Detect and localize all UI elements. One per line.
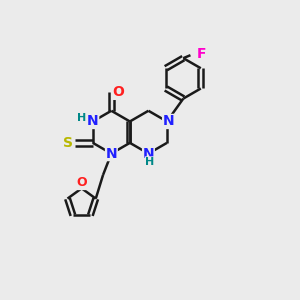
Text: S: S <box>64 136 74 150</box>
Text: N: N <box>106 147 117 160</box>
Text: H: H <box>77 113 86 123</box>
Text: H: H <box>145 157 154 167</box>
Text: F: F <box>197 47 206 61</box>
Text: O: O <box>76 176 87 190</box>
Text: N: N <box>142 147 154 160</box>
Text: O: O <box>112 85 124 99</box>
Text: N: N <box>87 115 99 128</box>
Text: N: N <box>163 115 174 128</box>
